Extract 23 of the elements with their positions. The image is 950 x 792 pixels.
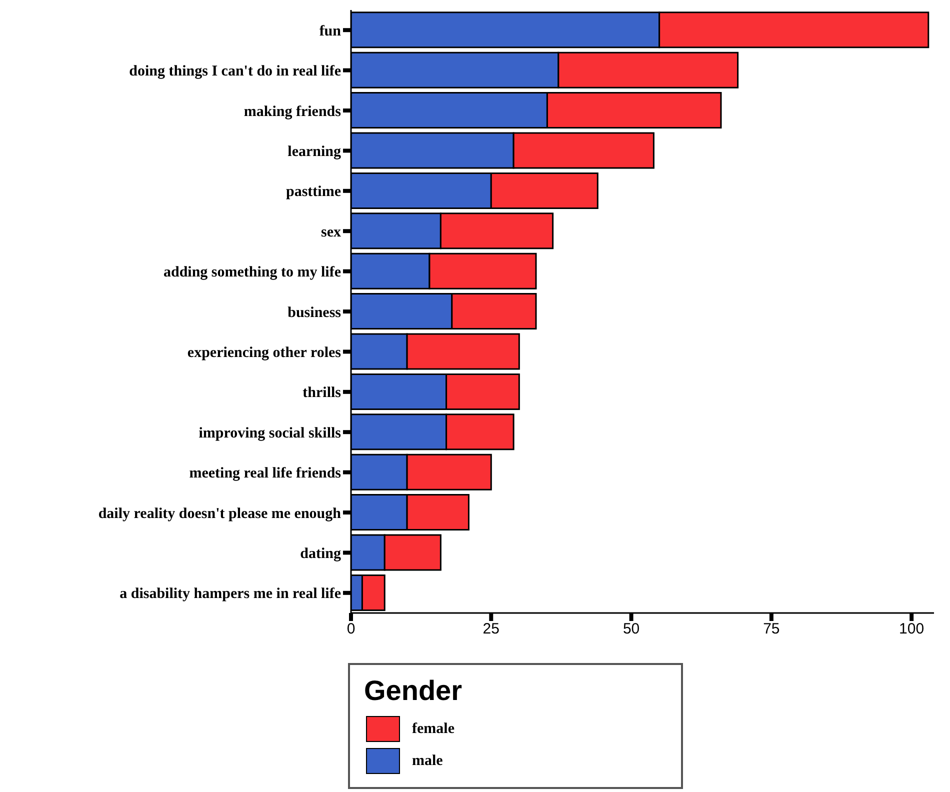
y-tick-label: doing things I can't do in real life <box>129 64 342 80</box>
y-tick-label: making friends <box>244 104 342 120</box>
y-tick-label: dating <box>300 546 342 562</box>
y-tick-label: experiencing other roles <box>187 345 342 362</box>
legend-label: male <box>412 752 443 770</box>
x-tick-label: 0 <box>346 620 356 638</box>
y-tick-label: daily reality doesn't please me enough <box>98 506 342 522</box>
y-tick-label: meeting real life friends <box>189 466 342 482</box>
y-tick-label: business <box>288 304 342 321</box>
y-tick-label: fun <box>319 23 342 40</box>
y-tick-label: a disability hampers me in real life <box>120 586 342 602</box>
y-tick-label: adding something to my life <box>163 264 342 281</box>
x-tick-label: 50 <box>622 620 640 638</box>
x-tick-label: 75 <box>763 620 780 638</box>
y-tick-label: pasttime <box>286 184 342 200</box>
y-tick-label: thrills <box>302 385 342 402</box>
legend-label: female <box>412 720 454 738</box>
y-tick-label: learning <box>288 144 342 160</box>
x-tick-label: 100 <box>899 620 924 638</box>
x-tick-label: 25 <box>482 620 500 638</box>
y-tick-label: improving social skills <box>198 425 342 442</box>
y-tick-label: sex <box>321 224 342 240</box>
legend-title: Gender <box>364 675 464 707</box>
